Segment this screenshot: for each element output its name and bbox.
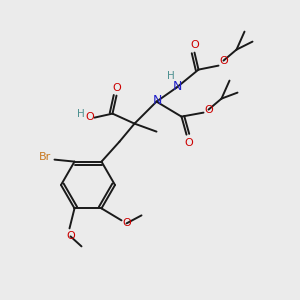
- Text: N: N: [173, 80, 182, 93]
- Text: O: O: [112, 82, 121, 93]
- Text: H: H: [167, 70, 174, 81]
- Text: O: O: [66, 231, 75, 242]
- Text: H: H: [76, 109, 84, 118]
- Text: O: O: [219, 56, 228, 66]
- Text: O: O: [190, 40, 199, 50]
- Text: N: N: [153, 94, 162, 107]
- Text: O: O: [184, 138, 193, 148]
- Text: O: O: [204, 105, 213, 115]
- Text: O: O: [85, 112, 94, 122]
- Text: O: O: [122, 218, 131, 228]
- Text: Br: Br: [38, 152, 51, 162]
